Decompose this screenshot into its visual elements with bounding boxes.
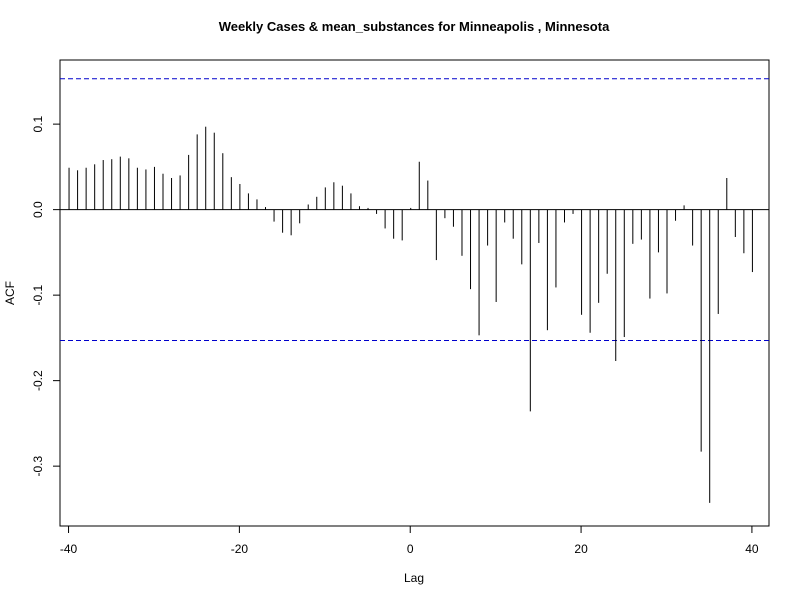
x-tick-label: 40	[745, 542, 759, 556]
y-tick-label: 0.0	[31, 201, 45, 218]
y-tick-label: 0.1	[31, 115, 45, 132]
y-tick-label: -0.2	[31, 370, 45, 391]
x-tick-label: -40	[60, 542, 78, 556]
x-axis-label: Lag	[404, 571, 424, 585]
chart-title: Weekly Cases & mean_substances for Minne…	[219, 19, 610, 34]
y-tick-label: -0.1	[31, 284, 45, 305]
y-tick-label: -0.3	[31, 455, 45, 476]
x-tick-label: 20	[574, 542, 588, 556]
x-tick-label: -20	[231, 542, 249, 556]
x-tick-label: 0	[407, 542, 414, 556]
plot-frame	[59, 59, 770, 527]
y-axis-label: ACF	[3, 281, 17, 305]
